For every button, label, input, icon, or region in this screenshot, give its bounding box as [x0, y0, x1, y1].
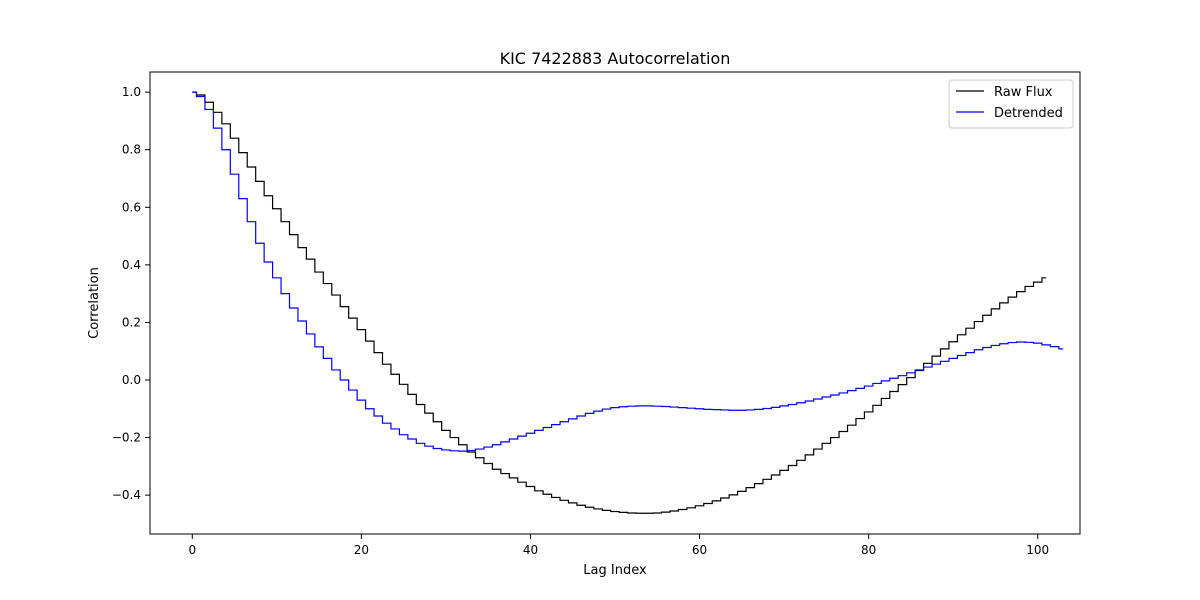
y-tick-label: 1.0 — [122, 85, 141, 99]
legend: Raw Flux Detrended — [948, 79, 1074, 129]
legend-label-raw-flux: Raw Flux — [994, 85, 1053, 100]
chart-title: KIC 7422883 Autocorrelation — [500, 49, 731, 68]
y-tick-label: 0.0 — [122, 373, 141, 387]
x-tick-label: 0 — [188, 543, 196, 557]
y-tick-label: 0.4 — [122, 258, 141, 272]
x-tick-label: 60 — [692, 543, 707, 557]
x-tick-label: 80 — [861, 543, 876, 557]
series-line-raw-flux — [192, 91, 1047, 514]
y-tick-label: 0.8 — [122, 143, 141, 157]
x-tick-label: 20 — [354, 543, 369, 557]
y-tick-label: 0.6 — [122, 200, 141, 214]
legend-label-detrended: Detrended — [994, 106, 1063, 121]
legend-box — [948, 79, 1074, 129]
y-tick-label: −0.4 — [112, 488, 141, 502]
axes-frame — [149, 71, 1081, 535]
y-tick-label: 0.2 — [122, 315, 141, 329]
x-axis: 0 20 40 60 80 100 — [188, 534, 1049, 557]
series-layer — [192, 91, 1064, 514]
y-axis: −0.4 −0.2 0.0 0.2 0.4 0.6 0.8 1.0 — [112, 85, 150, 502]
series-line-detrended — [192, 91, 1064, 452]
x-tick-label: 40 — [523, 543, 538, 557]
x-tick-label: 100 — [1026, 543, 1049, 557]
y-tick-label: −0.2 — [112, 431, 141, 445]
y-axis-label: Correlation — [87, 267, 102, 339]
x-axis-label: Lag Index — [583, 563, 647, 578]
